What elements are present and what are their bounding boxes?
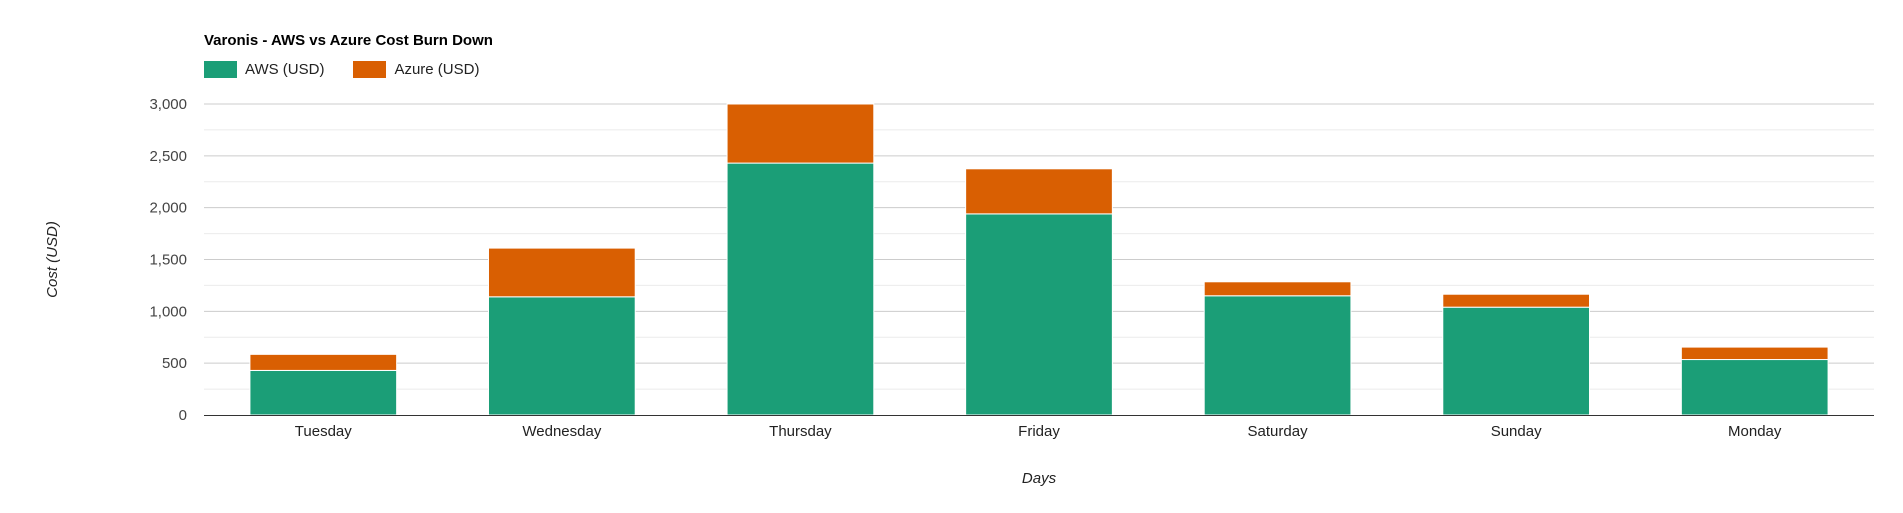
y-tick-labels: 0 500 1,000 1,500 2,000 2,500 3,000 — [149, 96, 187, 424]
x-tick-label: Friday — [1018, 423, 1060, 440]
y-tick-label: 1,500 — [149, 252, 187, 269]
legend-label-aws: AWS (USD) — [245, 61, 325, 78]
x-tick-labels: Tuesday Wednesday Thursday Friday Saturday Su… — [295, 423, 1782, 440]
bar-azure — [487, 247, 636, 298]
bars — [249, 103, 1829, 416]
bar-aws — [965, 213, 1113, 416]
bar-aws — [487, 296, 636, 416]
bar-aws — [1680, 359, 1829, 416]
y-tick-label: 1,000 — [149, 303, 187, 320]
bar-aws — [726, 162, 875, 416]
x-axis-title: Days — [1022, 470, 1057, 487]
y-tick-label: 500 — [162, 355, 187, 372]
bar-azure — [249, 353, 398, 371]
legend-label-azure: Azure (USD) — [394, 61, 480, 78]
x-tick-label: Tuesday — [295, 423, 352, 440]
y-tick-label: 3,000 — [149, 96, 187, 113]
bar-aws — [1203, 295, 1352, 416]
legend-swatch-azure — [353, 61, 387, 78]
x-tick-label: Thursday — [769, 423, 832, 440]
bar-azure — [1203, 281, 1352, 297]
bar-aws — [249, 369, 398, 416]
x-tick-label: Monday — [1728, 423, 1782, 440]
legend-swatch-aws — [204, 61, 237, 78]
bar-aws — [1442, 306, 1591, 416]
bar-azure — [1680, 346, 1829, 361]
legend-item-azure: Azure (USD) — [353, 61, 479, 78]
legend: AWS (USD) Azure (USD) — [204, 61, 508, 78]
y-tick-label: 2,500 — [149, 148, 187, 165]
y-tick-label: 2,000 — [149, 200, 187, 217]
y-tick-label: 0 — [179, 407, 187, 424]
bar-azure — [726, 103, 875, 164]
chart-title: Varonis - AWS vs Azure Cost Burn Down — [204, 32, 493, 49]
bar-azure — [965, 168, 1113, 215]
bar-azure — [1442, 293, 1591, 308]
x-tick-label: Wednesday — [522, 423, 601, 440]
x-tick-label: Saturday — [1248, 423, 1309, 440]
legend-item-aws: AWS (USD) — [204, 61, 324, 78]
x-tick-label: Sunday — [1491, 423, 1542, 440]
y-axis-title: Cost (USD) — [44, 221, 61, 298]
